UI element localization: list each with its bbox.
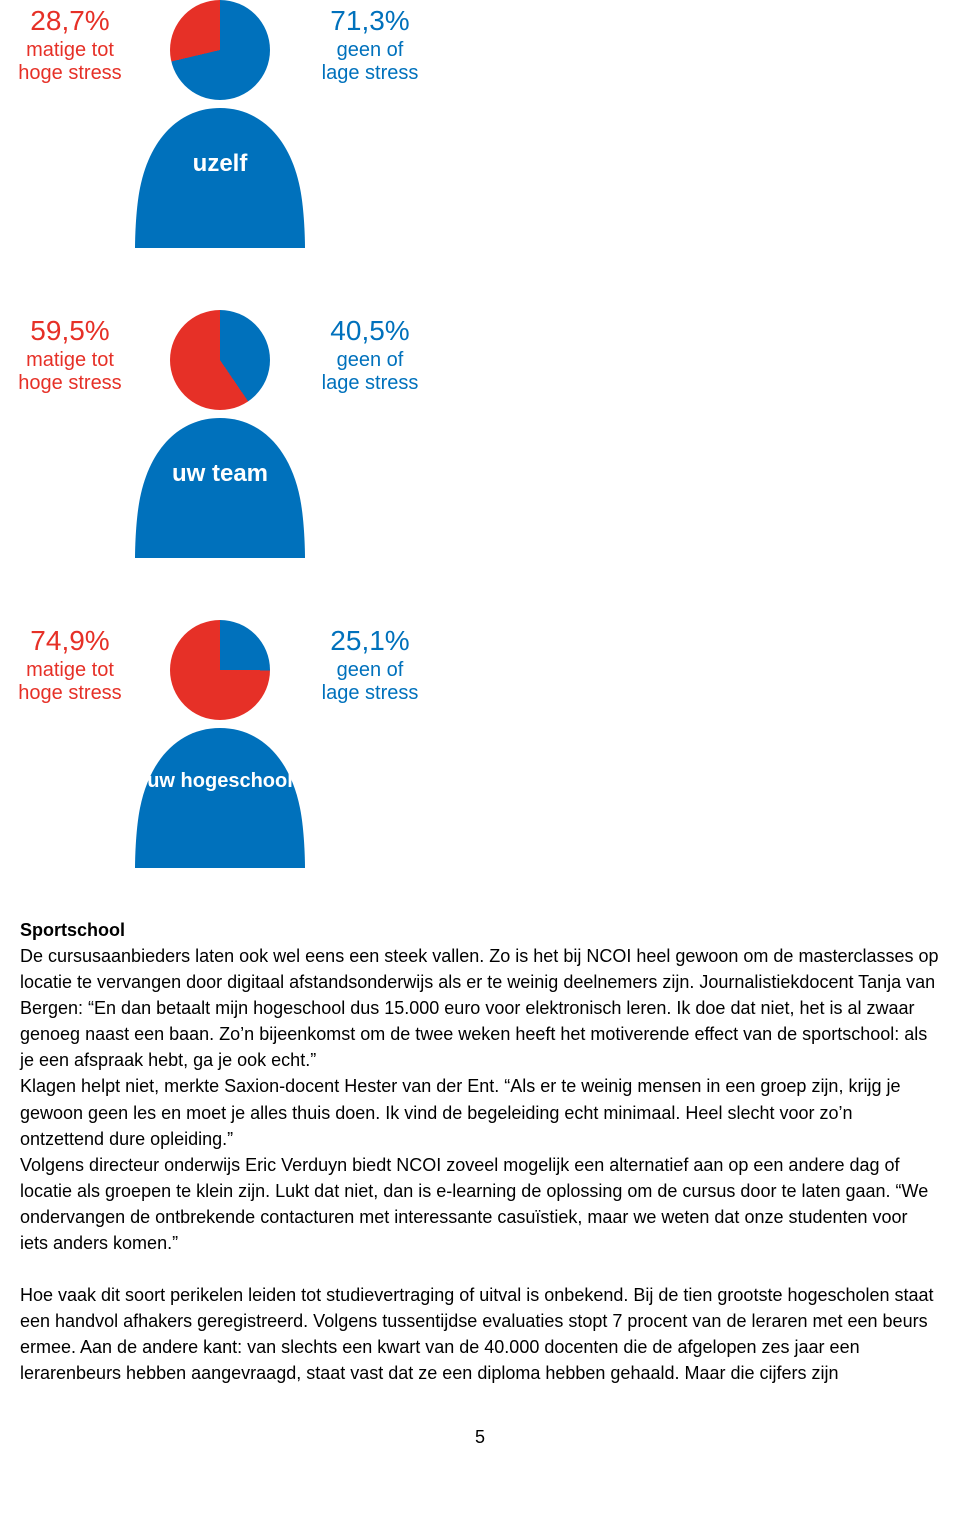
left-stat: 59,5% matige tot hoge stress xyxy=(10,310,130,395)
left-stat: 74,9% matige tot hoge stress xyxy=(10,620,130,705)
left-line2: hoge stress xyxy=(18,372,121,394)
right-line2: lage stress xyxy=(322,62,419,84)
pie-chart xyxy=(170,0,270,100)
left-stat: 28,7% matige tot hoge stress xyxy=(10,0,130,85)
right-line1: geen of xyxy=(337,659,404,681)
person-figure: uw hogeschool xyxy=(130,620,310,870)
section-heading: Sportschool xyxy=(20,920,940,941)
right-stat: 40,5% geen of lage stress xyxy=(310,310,430,395)
torso-label: uw hogeschool xyxy=(130,770,310,793)
person-figure: uzelf xyxy=(130,0,310,250)
left-line1: matige tot xyxy=(26,659,114,681)
infographic-row-uzelf: 28,7% matige tot hoge stress uzelf 71,3%… xyxy=(10,0,940,250)
body-paragraph-1: De cursusaanbieders laten ook wel eens e… xyxy=(20,943,940,1256)
left-line1: matige tot xyxy=(26,349,114,371)
left-pct: 59,5% xyxy=(10,315,130,347)
left-line2: hoge stress xyxy=(18,682,121,704)
left-line2: hoge stress xyxy=(18,62,121,84)
torso-label: uzelf xyxy=(130,150,310,178)
left-line1: matige tot xyxy=(26,39,114,61)
person-figure: uw team xyxy=(130,310,310,560)
right-pct: 40,5% xyxy=(310,315,430,347)
right-stat: 25,1% geen of lage stress xyxy=(310,620,430,705)
right-line2: lage stress xyxy=(322,372,419,394)
right-stat: 71,3% geen of lage stress xyxy=(310,0,430,85)
pie-chart xyxy=(170,310,270,410)
torso-icon xyxy=(130,728,310,868)
right-pct: 71,3% xyxy=(310,5,430,37)
torso-icon xyxy=(130,108,310,248)
right-line1: geen of xyxy=(337,349,404,371)
left-pct: 74,9% xyxy=(10,625,130,657)
right-line1: geen of xyxy=(337,39,404,61)
infographic-row-uwteam: 59,5% matige tot hoge stress uw team 40,… xyxy=(10,310,940,560)
infographic-row-uwhogeschool: 74,9% matige tot hoge stress uw hogescho… xyxy=(10,620,940,870)
body-paragraph-2: Hoe vaak dit soort perikelen leiden tot … xyxy=(20,1282,940,1386)
right-line2: lage stress xyxy=(322,682,419,704)
page-number: 5 xyxy=(20,1427,940,1448)
left-pct: 28,7% xyxy=(10,5,130,37)
pie-chart xyxy=(170,620,270,720)
right-pct: 25,1% xyxy=(310,625,430,657)
torso-icon xyxy=(130,418,310,558)
infographic-group: 28,7% matige tot hoge stress uzelf 71,3%… xyxy=(10,0,940,870)
torso-label: uw team xyxy=(130,460,310,488)
